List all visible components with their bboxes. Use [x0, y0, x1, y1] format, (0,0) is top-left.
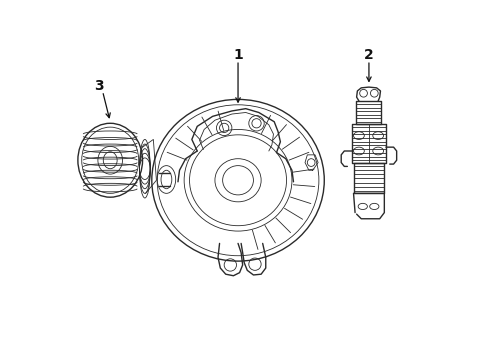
Text: 1: 1	[233, 48, 243, 62]
Text: 3: 3	[95, 78, 104, 93]
Text: 2: 2	[364, 48, 374, 62]
